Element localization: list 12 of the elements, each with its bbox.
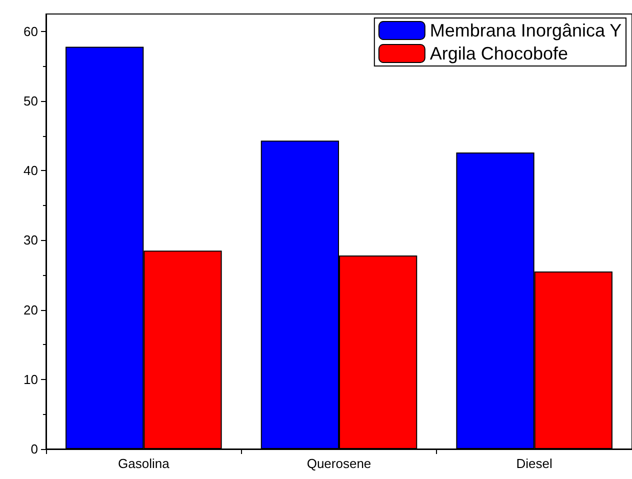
y-tick-label: 0	[30, 442, 38, 456]
legend-label: Membrana Inorgânica Y	[430, 20, 622, 40]
y-tick-label: 40	[24, 163, 38, 178]
y-tick-label: 20	[24, 302, 38, 318]
y-tick-label: 10	[24, 372, 38, 387]
x-tick-label: Gasolina	[118, 456, 170, 471]
legend-label: Argila Chocobofe	[430, 44, 568, 64]
y-tick-label: 50	[24, 94, 38, 108]
y-tick-label: 30	[24, 232, 38, 248]
x-tick-label: Diesel	[516, 456, 553, 471]
x-tick-label: Querosene	[306, 456, 372, 471]
y-tick-label: 60	[24, 24, 38, 39]
